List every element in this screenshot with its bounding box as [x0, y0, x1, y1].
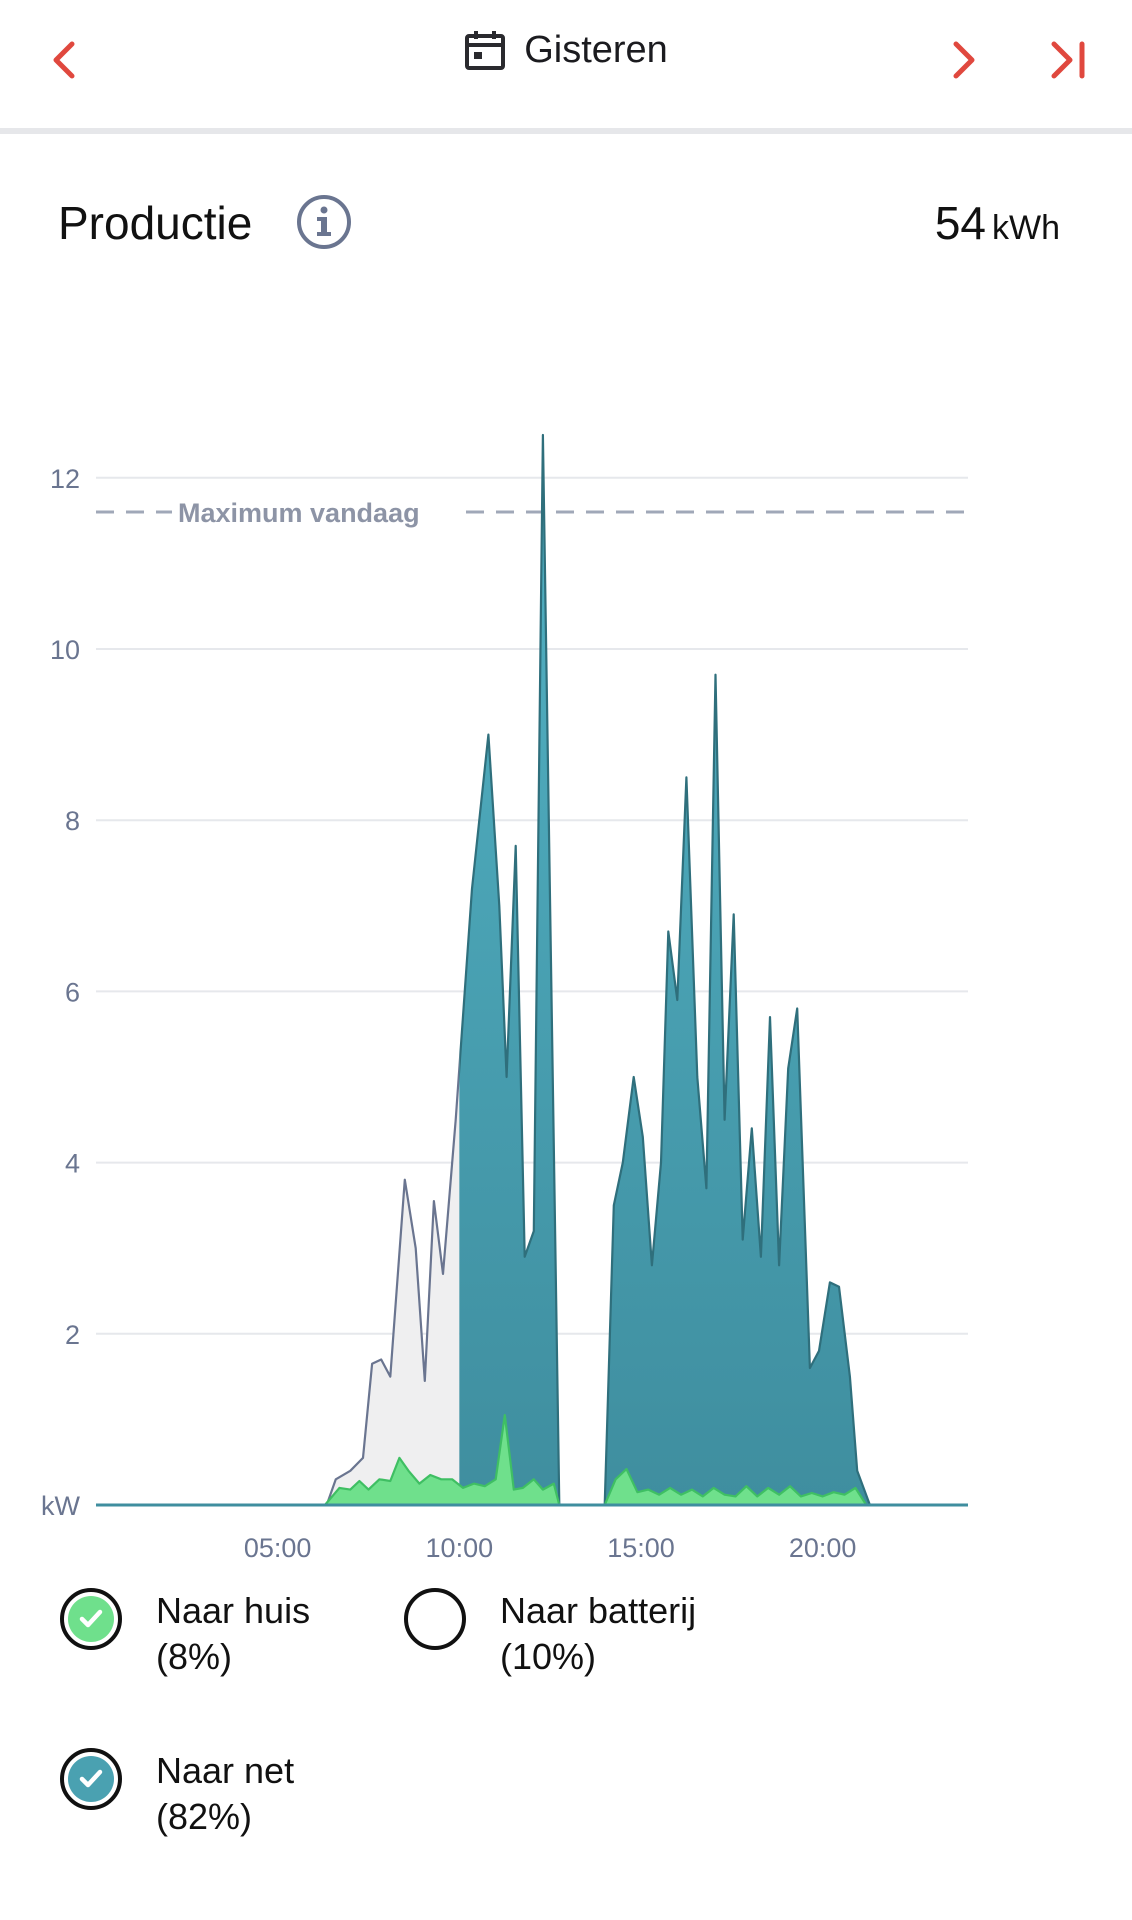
reference-line-label: Maximum vandaag [178, 498, 420, 528]
y-tick-label: 6 [65, 977, 80, 1007]
reference-line-group: Maximum vandaag [96, 498, 968, 528]
y-unit-label: kW [41, 1491, 81, 1521]
naar-net-morning-line [96, 1052, 460, 1507]
x-tick-label: 15:00 [607, 1533, 675, 1563]
latest-day-button[interactable] [1038, 30, 1098, 90]
chart-grid [96, 476, 968, 1335]
y-tick-label: 12 [50, 464, 80, 494]
legend-percent: (8%) [156, 1636, 233, 1677]
legend-checkbox-naar-batterij[interactable] [404, 1588, 466, 1650]
y-axis: 2 4 6 8 10 12 kW [41, 464, 81, 1521]
total-value: 54 [934, 197, 986, 249]
naar-net-area [459, 435, 968, 1505]
chevron-left-icon [53, 41, 75, 79]
checkmark-icon [68, 1596, 114, 1642]
legend-checkbox-naar-huis[interactable] [60, 1588, 122, 1650]
y-tick-label: 10 [50, 635, 80, 665]
legend-percent: (82%) [156, 1796, 253, 1837]
date-picker[interactable]: Gisteren [0, 28, 1132, 72]
info-icon [297, 195, 351, 249]
calendar-icon [465, 31, 506, 70]
production-chart: Maximum vandaag 2 4 6 8 10 12 kW 05:00 10:00 15:… [41, 433, 968, 1563]
y-tick-label: 4 [65, 1149, 80, 1179]
naar-huis-area [96, 1415, 968, 1505]
total-unit: kWh [992, 209, 1060, 247]
legend-label: Naar huis [156, 1590, 311, 1631]
legend-percent: (10%) [500, 1636, 597, 1677]
date-label: Gisteren [524, 28, 668, 71]
naar-net-morning-area [96, 1068, 460, 1505]
chevron-right-icon [953, 41, 975, 79]
legend-label: Naar batterij [500, 1590, 697, 1631]
x-tick-label: 10:00 [426, 1533, 494, 1563]
legend-checkbox-naar-net[interactable] [60, 1748, 122, 1810]
legend-label: Naar net [156, 1750, 295, 1791]
skip-to-end-icon [1051, 41, 1085, 79]
total-production: 54 kWh [935, 196, 1060, 250]
next-day-button[interactable] [934, 30, 994, 90]
section-title: Productie [58, 197, 253, 249]
y-tick-label: 2 [65, 1320, 80, 1350]
legend-naar-batterij[interactable]: Naar batterij (10%) [404, 1588, 696, 1680]
legend-naar-net[interactable]: Naar net (82%) [60, 1748, 294, 1840]
day-area-group [459, 433, 968, 1507]
morning-area-group [96, 1052, 460, 1507]
checkmark-icon [68, 1756, 114, 1802]
x-tick-label: 05:00 [244, 1533, 312, 1563]
top-bar: Gisteren [0, 0, 1132, 134]
chart-areas [96, 433, 968, 1507]
naar-net-line [459, 433, 968, 1507]
x-axis: 05:00 10:00 15:00 20:00 [244, 1533, 857, 1563]
previous-day-button[interactable] [34, 30, 94, 90]
y-tick-label: 8 [65, 806, 80, 836]
x-tick-label: 20:00 [789, 1533, 857, 1563]
legend-naar-huis[interactable]: Naar huis (8%) [60, 1588, 310, 1680]
info-button[interactable] [296, 194, 352, 250]
